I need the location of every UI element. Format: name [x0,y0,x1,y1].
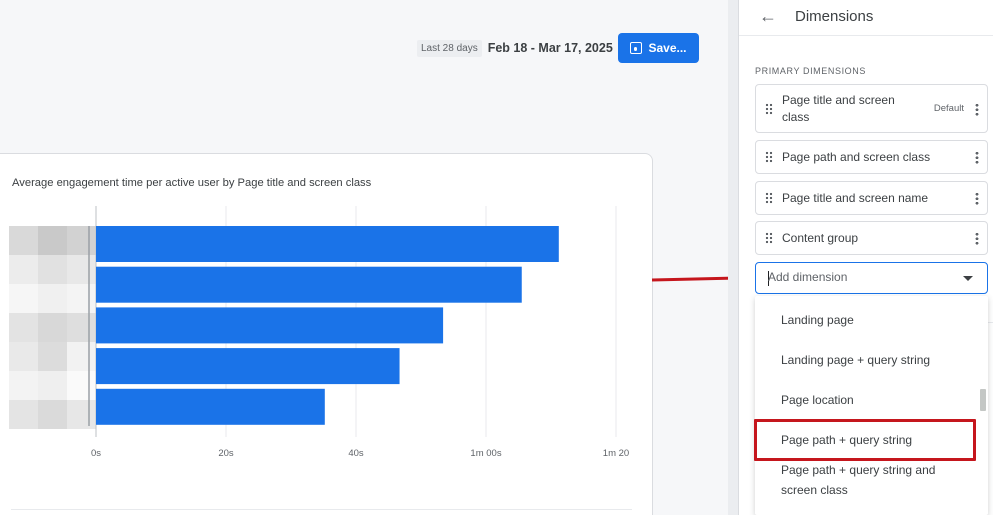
redacted-label-block [38,342,67,371]
drag-handle-icon[interactable] [765,102,773,115]
redacted-label-block [9,226,38,255]
more-vert-icon[interactable] [975,232,979,245]
dropdown-option[interactable]: Page path + query string and screen clas… [781,463,936,497]
card-divider [11,509,632,510]
more-vert-icon[interactable] [975,151,979,164]
dimension-label: Page path and screen class [782,150,931,164]
arrow-back-icon[interactable]: ← [759,6,777,26]
redacted-label-block [67,400,96,429]
dimension-label: Page title and screen class [782,93,895,124]
drag-handle-icon[interactable] [765,192,773,204]
more-vert-icon[interactable] [975,192,979,205]
chart-title: Average engagement time per active user … [12,177,372,189]
x-tick-label: 1m 20 [603,448,629,459]
dropdown-option-highlighted[interactable]: Page path + query string [781,433,913,447]
bar-chart: 0s 20s 40s 1m 00s 1m 20 [9,206,629,459]
chart-bar[interactable] [96,307,444,344]
add-dimension-input[interactable] [768,270,948,284]
dropdown-scrollbar[interactable] [980,389,986,411]
redacted-label-block [9,255,38,284]
drag-handle-icon[interactable] [765,151,773,163]
redacted-label-block [38,226,67,255]
x-tick-label: 40s [348,448,364,459]
redacted-label-block [67,255,96,284]
panel-title: Dimensions [795,8,874,25]
redacted-label-block [9,371,38,400]
redacted-label-block [38,255,67,284]
chart-bar[interactable] [96,348,400,385]
panel-divider [988,322,993,323]
redacted-label-block [67,226,96,255]
dimension-dropdown-menu: Landing page Landing page + query string… [755,296,988,515]
x-tick-label: 0s [91,448,101,459]
dropdown-option[interactable]: Page location [781,393,854,407]
chart-bar[interactable] [96,226,559,262]
redacted-label-block [38,371,67,400]
date-range-picker[interactable]: Last 28 days Feb 18 - Mar 17, 2025 [417,37,613,59]
dimension-label: Content group [782,231,859,245]
redacted-label-block [9,342,38,371]
redacted-label-block [38,313,67,342]
redacted-label-block [38,284,67,313]
redacted-label-block [67,284,96,313]
dimension-row[interactable]: Page title and screen class Default [755,84,988,133]
x-tick-label: 20s [218,448,234,459]
panel-gutter [728,0,738,515]
redacted-label-block [9,313,38,342]
redacted-label-block [67,342,96,371]
dimension-row[interactable]: Page path and screen class [755,140,988,174]
default-badge: Default [933,103,964,114]
more-vert-icon[interactable] [975,102,979,116]
annotation-highlight-box [754,419,976,461]
save-icon [630,42,643,54]
dropdown-option[interactable]: Landing page [781,313,854,327]
redacted-label-block [9,400,38,429]
panel-header: ← Dimensions [739,0,993,36]
arrow-drop-down-icon[interactable] [963,276,973,281]
drag-handle-icon[interactable] [765,232,773,244]
date-range-text: Feb 18 - Mar 17, 2025 [487,41,613,55]
chart-card: Average engagement time per active user … [0,153,653,515]
section-label: PRIMARY DIMENSIONS [755,66,866,76]
save-button-label: Save... [648,41,687,55]
chart-bar[interactable] [96,266,522,303]
redacted-label-block [67,313,96,342]
dimension-row[interactable]: Content group [755,221,988,255]
redacted-label-block [9,284,38,313]
save-button[interactable]: Save... [618,33,699,63]
dropdown-option[interactable]: Landing page + query string [781,353,931,367]
add-dimension-field[interactable] [755,262,988,294]
date-range-chip: Last 28 days [417,39,482,57]
dimension-label: Page title and screen name [782,191,929,205]
redacted-label-block [38,400,67,429]
chart-bar[interactable] [96,388,325,425]
dimension-row[interactable]: Page title and screen name [755,181,988,215]
redacted-label-block [67,371,96,400]
dimensions-panel: ← Dimensions PRIMARY DIMENSIONS Page tit… [738,0,993,515]
x-tick-label: 1m 00s [470,448,501,459]
